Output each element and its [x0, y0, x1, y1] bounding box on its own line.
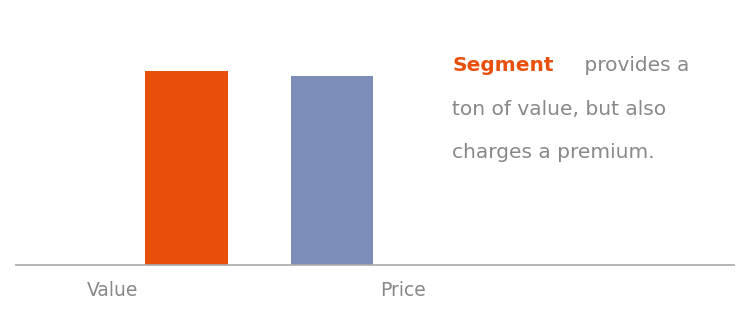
Text: Price: Price	[380, 281, 426, 300]
Text: provides a: provides a	[578, 57, 689, 75]
Text: charges a premium.: charges a premium.	[452, 143, 655, 162]
Text: Value: Value	[87, 281, 139, 300]
Bar	[291, 76, 374, 265]
Text: ton of value, but also: ton of value, but also	[452, 100, 666, 119]
Text: Segment: Segment	[452, 57, 554, 75]
Bar	[146, 71, 227, 265]
